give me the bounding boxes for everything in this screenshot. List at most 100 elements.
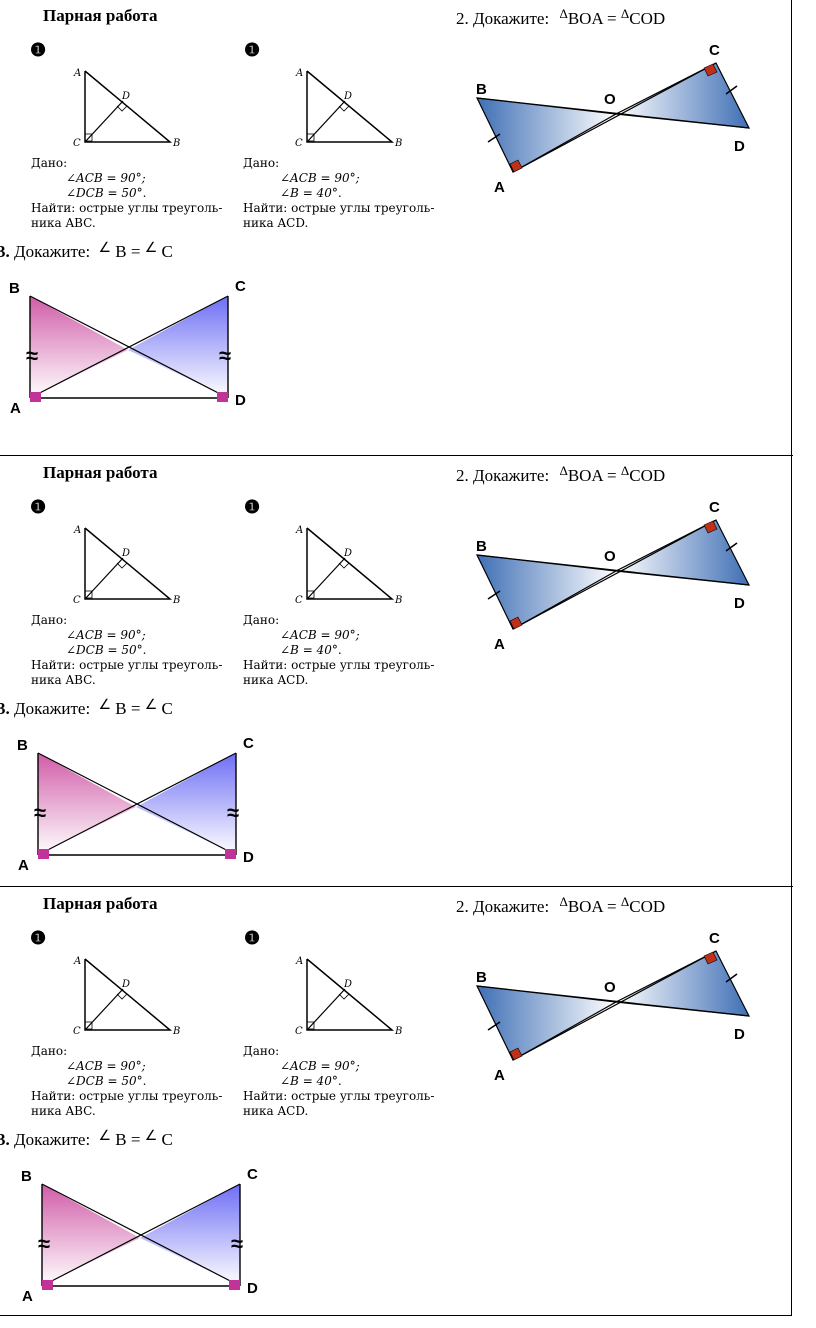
given-label: Дано: (31, 1044, 68, 1058)
task2-lhs: BOA = (567, 897, 621, 916)
task3-rhs: C (161, 699, 173, 718)
given-line: ∠ACB = 90°; (280, 1059, 360, 1073)
approx-mark: ≈ (34, 800, 46, 825)
vertex-label-a: A (10, 400, 21, 417)
find-line: Найти: острые углы треуголь- (243, 1089, 435, 1103)
task2-statement: 2. Докажите: ΔBOA = ΔCOD (456, 463, 665, 486)
task2-rhs: COD (629, 897, 666, 916)
angle-icon: ∠ (144, 1129, 158, 1144)
bullet-one: ❶ (30, 497, 47, 517)
vertex-label-c: C (243, 735, 254, 752)
task2-statement: 2. Докажите: ΔBOA = ΔCOD (456, 894, 665, 917)
task3-text: Докажите: (14, 242, 91, 261)
triangle-abc-figure: A D C B (73, 956, 180, 1037)
vertex-label-a: A (494, 1067, 505, 1084)
bullet-one: ❶ (30, 40, 47, 60)
task2-rhs: COD (629, 9, 666, 28)
vertex-label-c: C (295, 595, 303, 606)
triangle-abc-figure: A D C B (73, 525, 180, 606)
triangle-acd-figure: A D C B (295, 956, 402, 1037)
approx-mark: ≈ (227, 800, 239, 825)
right-problem-text: Дано: ∠ACB = 90°; ∠B = 40°. Найти: остры… (243, 1044, 434, 1119)
section-divider (0, 455, 793, 456)
vertex-label-d: D (121, 979, 130, 990)
find-line: ника ACD. (243, 1104, 309, 1118)
vertex-label-a: A (295, 525, 303, 536)
given-line: ∠ACB = 90°; (280, 628, 360, 642)
given-label: Дано: (31, 613, 68, 627)
section-title: Парная работа (43, 6, 158, 25)
left-problem-text: Дано: ∠ACB = 90°; ∠DCB = 50°. Найти: ост… (31, 1044, 222, 1119)
approx-mark: ≈ (26, 343, 38, 368)
vertex-label-c: C (709, 42, 720, 59)
vertex-label-b: B (394, 595, 402, 606)
page-frame (0, 0, 792, 1316)
find-line: ника ABC. (31, 1104, 96, 1118)
vertex-label-c: C (709, 499, 720, 516)
given-line: ∠DCB = 50°. (66, 186, 147, 200)
triangle-icon: Δ (559, 894, 568, 909)
task3-rhs: C (161, 242, 173, 261)
vertex-label-b: B (476, 538, 487, 555)
task2-number: 2. (456, 897, 469, 916)
vertex-label-c: C (247, 1166, 258, 1183)
task2-rhs: COD (629, 466, 666, 485)
left-problem-text: Дано: ∠ACB = 90°; ∠DCB = 50°. Найти: ост… (31, 156, 222, 231)
bullet-one: ❶ (244, 928, 261, 948)
task2-text: Докажите: (473, 466, 550, 485)
task3-statement: 3. Докажите: ∠ B = ∠ C (0, 1128, 173, 1150)
vertex-label-b: B (172, 138, 180, 149)
angle-icon: ∠ (98, 241, 111, 256)
given-label: Дано: (243, 156, 280, 170)
right-problem-text: Дано: ∠ACB = 90°; ∠B = 40°. Найти: остры… (243, 156, 434, 231)
given-line: ∠B = 40°. (280, 643, 342, 657)
vertex-label-a: A (295, 68, 303, 79)
task3-lhs: B = (115, 699, 145, 718)
angle-icon: ∠ (98, 1129, 111, 1144)
given-line: ∠B = 40°. (280, 186, 342, 200)
vertex-label-b: B (172, 595, 180, 606)
find-line: ника ABC. (31, 673, 96, 687)
vertex-label-b: B (172, 1026, 180, 1037)
vertex-label-a: A (18, 857, 29, 874)
vertex-label-b: B (17, 737, 28, 754)
vertex-label-b: B (9, 280, 20, 297)
given-line: ∠ACB = 90°; (66, 171, 146, 185)
approx-mark: ≈ (219, 343, 231, 368)
vertex-label-d: D (343, 548, 352, 559)
task2-statement: 2. Докажите: ΔBOA = ΔCOD (456, 6, 665, 29)
find-line: Найти: острые углы треуголь- (31, 1089, 223, 1103)
vertex-label-o: O (604, 979, 616, 996)
vertex-label-a: A (73, 956, 81, 967)
left-problem-text: Дано: ∠ACB = 90°; ∠DCB = 50°. Найти: ост… (31, 613, 222, 688)
triangle-acd-figure: A D C B (295, 525, 402, 606)
worksheet-section: Парная работа 2. Докажите: ΔBOA = ΔCOD ❶… (0, 457, 793, 897)
vertex-label-a: A (22, 1288, 33, 1305)
approx-mark: ≈ (231, 1231, 243, 1256)
vertex-label-b: B (394, 138, 402, 149)
triangle-icon: Δ (559, 463, 568, 478)
task3-statement: 3. Докажите: ∠ B = ∠ C (0, 697, 173, 719)
bullet-one: ❶ (244, 40, 261, 60)
worksheet-section: Парная работа 2. Докажите: ΔBOA = ΔCOD ❶… (0, 0, 793, 440)
triangle-icon: Δ (620, 894, 630, 909)
given-label: Дано: (243, 613, 280, 627)
bowtie-bo-figure: B A O C D (475, 42, 751, 196)
vertex-label-b: B (394, 1026, 402, 1037)
task3-lhs: B = (115, 242, 145, 261)
given-line: ∠ACB = 90°; (66, 1059, 146, 1073)
find-line: ника ACD. (243, 673, 309, 687)
given-line: ∠B = 40°. (280, 1074, 342, 1088)
find-line: ника ABC. (31, 216, 96, 230)
vertex-label-b: B (476, 81, 487, 98)
vertex-label-a: A (295, 956, 303, 967)
vertex-label-d: D (734, 1026, 745, 1043)
vertex-label-b: B (21, 1168, 32, 1185)
vertex-label-d: D (247, 1280, 258, 1297)
triangle-abc-figure: A D C B (73, 68, 180, 149)
rectangle-cross-figure: B C A D ≈ ≈ (9, 278, 246, 417)
task3-number: 3. (0, 1130, 10, 1149)
vertex-label-d: D (734, 595, 745, 612)
vertex-label-c: C (295, 1026, 303, 1037)
find-line: Найти: острые углы треуголь- (243, 658, 435, 672)
